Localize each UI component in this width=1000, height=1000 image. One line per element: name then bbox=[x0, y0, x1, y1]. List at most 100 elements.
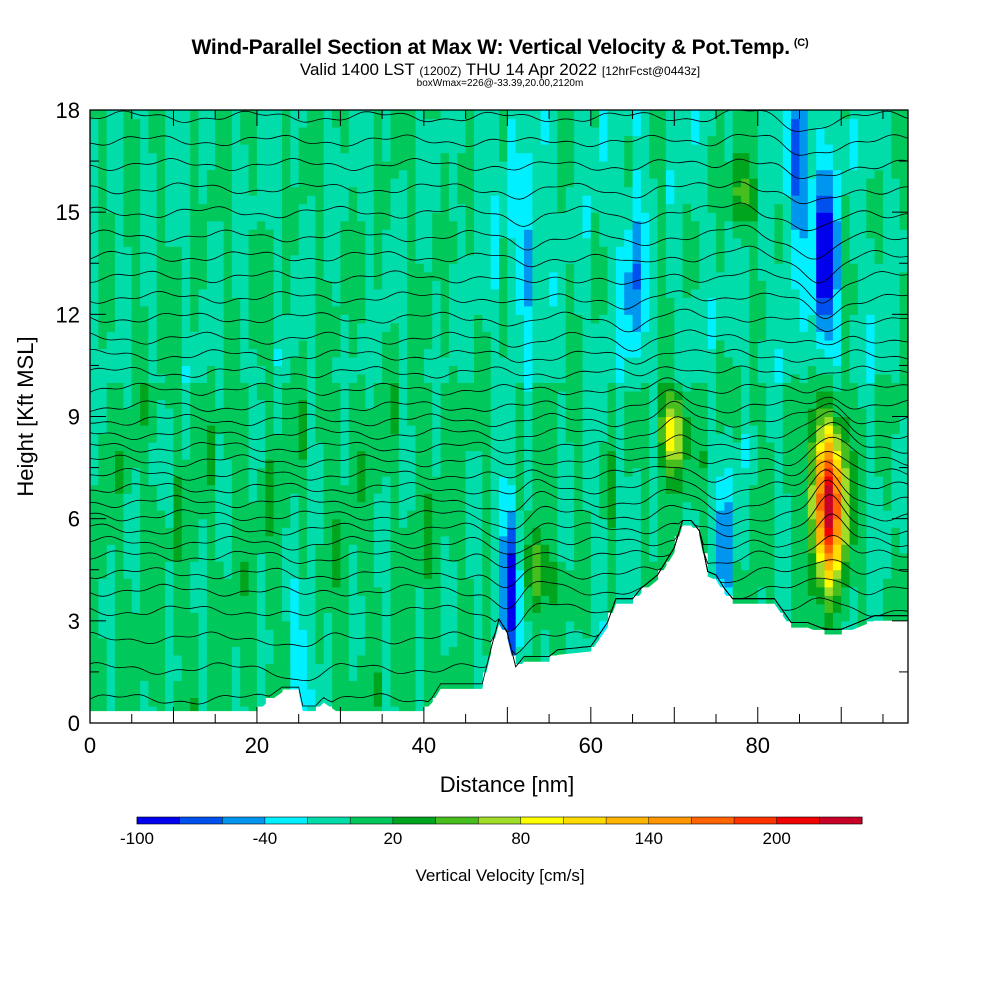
velocity-cell bbox=[307, 646, 316, 656]
velocity-cell bbox=[365, 305, 375, 315]
velocity-cell bbox=[423, 212, 433, 222]
velocity-cell bbox=[615, 442, 625, 452]
velocity-cell bbox=[265, 586, 275, 596]
velocity-cell bbox=[691, 280, 700, 290]
velocity-cell bbox=[173, 118, 183, 128]
velocity-cell bbox=[640, 195, 650, 205]
velocity-cell bbox=[256, 314, 266, 324]
velocity-cell bbox=[490, 391, 500, 401]
velocity-cell bbox=[340, 595, 350, 605]
velocity-cell bbox=[348, 510, 358, 520]
velocity-cell bbox=[223, 280, 233, 290]
velocity-cell bbox=[290, 603, 300, 613]
velocity-cell bbox=[223, 612, 233, 622]
velocity-cell bbox=[248, 476, 258, 486]
velocity-cell bbox=[465, 271, 475, 281]
velocity-cell bbox=[348, 586, 358, 596]
velocity-cell bbox=[582, 152, 592, 162]
velocity-cell bbox=[415, 373, 425, 383]
velocity-cell bbox=[665, 220, 675, 230]
velocity-cell bbox=[248, 637, 258, 647]
velocity-cell bbox=[565, 314, 575, 324]
velocity-cell bbox=[106, 314, 116, 324]
velocity-cell bbox=[415, 127, 425, 137]
velocity-cell bbox=[315, 127, 325, 137]
velocity-cell bbox=[549, 135, 558, 145]
velocity-cell bbox=[398, 118, 408, 128]
velocity-cell bbox=[699, 331, 709, 341]
velocity-cell bbox=[407, 331, 417, 341]
velocity-cell bbox=[307, 297, 316, 307]
velocity-cell bbox=[332, 527, 341, 537]
velocity-cell bbox=[148, 433, 158, 443]
velocity-cell bbox=[524, 297, 533, 307]
velocity-cell bbox=[256, 620, 266, 630]
velocity-cell bbox=[198, 408, 208, 418]
velocity-cell bbox=[256, 186, 266, 196]
velocity-cell bbox=[373, 135, 383, 145]
velocity-cell bbox=[165, 356, 174, 366]
velocity-cell bbox=[198, 212, 208, 222]
velocity-cell bbox=[415, 305, 425, 315]
velocity-cell bbox=[482, 595, 492, 605]
velocity-cell bbox=[507, 178, 517, 188]
velocity-cell bbox=[373, 510, 383, 520]
velocity-cell bbox=[348, 629, 358, 639]
velocity-cell bbox=[298, 518, 308, 528]
velocity-cell bbox=[206, 518, 216, 528]
velocity-cell bbox=[340, 467, 350, 477]
velocity-cell bbox=[707, 561, 717, 571]
velocity-cell bbox=[599, 373, 609, 383]
velocity-cell bbox=[240, 254, 250, 264]
velocity-cell bbox=[649, 356, 659, 366]
velocity-cell bbox=[340, 144, 350, 154]
velocity-cell bbox=[415, 680, 425, 690]
velocity-cell bbox=[582, 620, 592, 630]
velocity-cell bbox=[649, 152, 659, 162]
velocity-cell bbox=[290, 671, 300, 681]
velocity-cell bbox=[332, 161, 341, 171]
velocity-cell bbox=[181, 373, 191, 383]
velocity-cell bbox=[574, 288, 583, 298]
velocity-cell bbox=[123, 280, 133, 290]
velocity-cell bbox=[173, 263, 183, 273]
velocity-cell bbox=[365, 297, 375, 307]
velocity-cell bbox=[323, 646, 333, 656]
velocity-cell bbox=[590, 254, 600, 264]
velocity-cell bbox=[382, 510, 391, 520]
velocity-cell bbox=[532, 186, 542, 196]
velocity-cell bbox=[674, 280, 684, 290]
velocity-cell bbox=[432, 586, 442, 596]
velocity-cell bbox=[165, 382, 174, 392]
velocity-cell bbox=[665, 254, 675, 264]
velocity-cell bbox=[307, 510, 316, 520]
velocity-cell bbox=[231, 195, 241, 205]
velocity-cell bbox=[440, 297, 450, 307]
velocity-cell bbox=[265, 399, 275, 409]
velocity-cell bbox=[131, 314, 141, 324]
velocity-cell bbox=[231, 203, 241, 213]
velocity-cell bbox=[240, 646, 250, 656]
velocity-cell bbox=[282, 178, 291, 188]
velocity-cell bbox=[315, 697, 325, 707]
velocity-cell bbox=[565, 195, 575, 205]
velocity-cell bbox=[123, 271, 133, 281]
velocity-cell bbox=[457, 459, 467, 469]
velocity-cell bbox=[607, 288, 617, 298]
velocity-cell bbox=[115, 518, 124, 528]
velocity-cell bbox=[181, 110, 191, 120]
velocity-cell bbox=[557, 144, 567, 154]
velocity-cell bbox=[115, 646, 124, 656]
velocity-cell bbox=[156, 373, 166, 383]
velocity-cell bbox=[323, 169, 333, 179]
velocity-cell bbox=[223, 373, 233, 383]
velocity-cell bbox=[215, 442, 225, 452]
velocity-cell bbox=[649, 331, 659, 341]
velocity-cell bbox=[215, 127, 225, 137]
velocity-cell bbox=[482, 535, 492, 545]
velocity-cell bbox=[148, 552, 158, 562]
velocity-cell bbox=[415, 195, 425, 205]
velocity-cell bbox=[532, 552, 542, 562]
velocity-cell bbox=[590, 476, 600, 486]
velocity-cell bbox=[265, 212, 275, 222]
